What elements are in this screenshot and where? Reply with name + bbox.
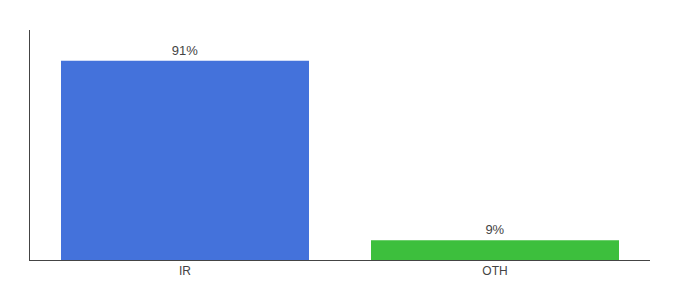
svg-text:9%: 9% [485,222,504,237]
svg-text:91%: 91% [172,43,198,58]
svg-text:IR: IR [179,264,191,278]
svg-text:OTH: OTH [482,264,507,278]
